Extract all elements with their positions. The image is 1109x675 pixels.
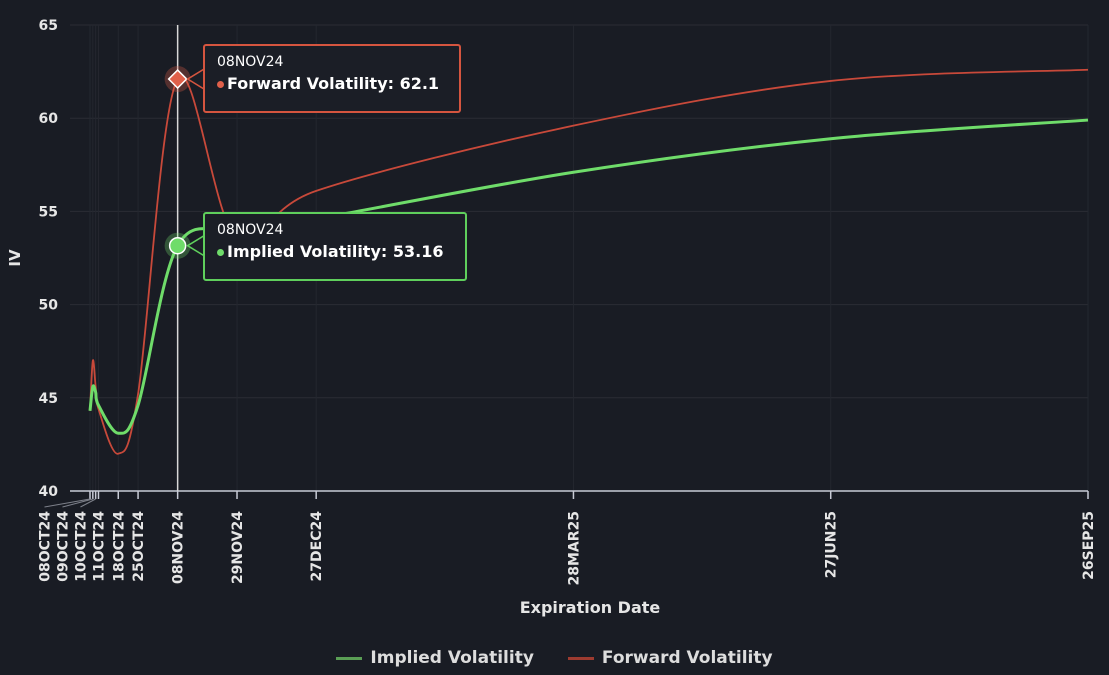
tooltip-date: 08NOV24: [217, 222, 284, 238]
x-tick-label: 25OCT24: [131, 511, 147, 582]
x-tick-label: 18OCT24: [111, 511, 127, 582]
tooltip-value: Forward Volatility: 62.1: [227, 74, 440, 93]
x-tick-label: 26SEP25: [1081, 511, 1097, 580]
x-tick-leader-line: [44, 498, 91, 508]
x-tick-label: 10OCT24: [73, 511, 89, 582]
legend-swatch: [336, 656, 363, 660]
tooltip-pointer: [186, 67, 205, 91]
tooltip-implied-volatility: 08NOV24 Implied Volatility: 53.16: [203, 212, 467, 281]
legend-item-implied-volatility[interactable]: Implied Volatility: [336, 648, 534, 668]
series-dot-icon: [217, 249, 224, 256]
tooltip-forward-volatility: 08NOV24 Forward Volatility: 62.1: [203, 44, 461, 113]
legend-label: Implied Volatility: [370, 648, 534, 668]
legend-label: Forward Volatility: [601, 648, 773, 668]
tooltip-pointer: [186, 234, 205, 258]
series-dot-icon: [217, 81, 224, 88]
x-tick-label: 29NOV24: [230, 511, 246, 584]
y-tick-label: 60: [39, 111, 59, 127]
y-tick-label: 65: [39, 18, 58, 34]
legend-item-forward-volatility[interactable]: Forward Volatility: [567, 648, 773, 668]
x-tick-label: 11OCT24: [91, 511, 107, 582]
x-axis-title: Expiration Date: [520, 598, 661, 617]
x-tick-label: 28MAR25: [566, 511, 582, 586]
y-axis-title: IV: [6, 249, 24, 267]
x-tick-label: 27JUN25: [824, 511, 840, 578]
x-tick-label: 08NOV24: [171, 511, 187, 584]
tooltip-date: 08NOV24: [217, 54, 284, 70]
x-tick-leader-line: [62, 498, 93, 508]
x-tick-label: 09OCT24: [55, 511, 71, 582]
x-tick-leader-line: [80, 498, 96, 508]
y-tick-label: 40: [39, 484, 59, 500]
y-tick-label: 50: [39, 298, 59, 314]
implied-volatility-marker-dot-icon: [168, 236, 187, 255]
legend-swatch: [567, 656, 594, 660]
legend: Implied Volatility Forward Volatility: [0, 648, 1109, 668]
forward-volatility-marker-diamond-icon: [167, 68, 188, 90]
y-tick-label: 45: [39, 391, 58, 407]
x-tick-label: 27DEC24: [309, 511, 325, 582]
tooltip-value: Implied Volatility: 53.16: [227, 242, 444, 261]
y-tick-label: 55: [39, 204, 58, 220]
x-tick-label: 08OCT24: [37, 511, 53, 582]
